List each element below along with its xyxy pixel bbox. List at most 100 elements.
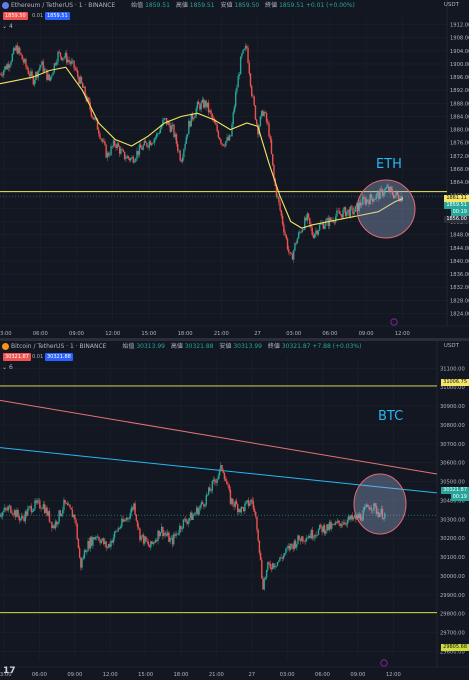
tradingview-logo[interactable]: 17	[3, 666, 16, 676]
y-tick-label: 1876.00	[450, 141, 469, 147]
candle	[292, 545, 294, 550]
candle	[127, 156, 130, 159]
btc-chart-canvas[interactable]: 31100.00 31000.00 30900.00 30800.00 30700.00…	[0, 341, 469, 680]
candle	[362, 197, 364, 205]
candle	[267, 562, 269, 570]
candle	[223, 472, 226, 479]
candle	[72, 514, 75, 518]
candle	[137, 150, 139, 155]
btc-indicators-toggle[interactable]: ⌄ 6	[2, 364, 13, 371]
candle	[311, 529, 314, 539]
candle	[92, 537, 94, 546]
candle	[25, 511, 28, 516]
btc-sell-price-button[interactable]: 30321.87	[3, 353, 31, 361]
clock-icon	[380, 659, 388, 667]
eth-indicators-toggle[interactable]: ⌄ 4	[2, 23, 13, 30]
candle	[378, 512, 380, 517]
candle	[194, 115, 196, 119]
candle	[370, 508, 373, 511]
candle	[87, 541, 89, 552]
candle	[192, 515, 194, 521]
candle	[21, 54, 23, 60]
candle	[341, 214, 343, 218]
candle	[249, 73, 252, 87]
candle	[101, 139, 104, 142]
candle	[185, 136, 188, 144]
candle	[326, 218, 328, 221]
candle	[275, 565, 277, 567]
candle	[196, 101, 199, 109]
candle	[233, 106, 236, 113]
candle	[221, 143, 223, 145]
candle	[216, 124, 218, 132]
candle	[373, 199, 375, 202]
eth-chart-canvas[interactable]: 1912.00 1908.00 1904.00 1900.00 1896.00 1892.…	[0, 0, 469, 338]
candle	[210, 490, 212, 492]
candle	[123, 519, 125, 522]
candle	[364, 506, 367, 508]
x-tick-label: 09:00	[69, 331, 84, 337]
candle	[369, 194, 371, 205]
candle	[240, 506, 242, 513]
y-tick-label: 1844.00	[450, 246, 469, 252]
candle	[329, 522, 332, 529]
candle	[57, 51, 59, 62]
btc-buy-price-button[interactable]: 30321.88	[45, 353, 73, 361]
btc-chart-panel[interactable]: 31100.00 31000.00 30900.00 30800.00 30700.00…	[0, 341, 469, 680]
candle	[201, 502, 204, 504]
candle	[37, 500, 40, 501]
candle	[374, 198, 376, 200]
candle	[235, 501, 238, 505]
candle	[296, 238, 299, 244]
candle	[191, 113, 194, 120]
btc-symbol-title[interactable]: Bitcoin / TetherUS · 1 · BINANCE	[11, 343, 107, 350]
candle	[200, 102, 202, 110]
candle	[300, 231, 302, 233]
eth-currency-label[interactable]: USDT	[443, 2, 459, 8]
candle	[215, 481, 217, 483]
eth-symbol-title[interactable]: Ethereum / TetherUS · 1 · BINANCE	[11, 2, 116, 9]
candle	[64, 52, 67, 58]
candle	[68, 504, 70, 506]
candle	[173, 534, 175, 545]
candle	[106, 547, 109, 549]
candle	[297, 232, 300, 239]
chevron-down-icon: ⌄	[2, 364, 8, 371]
candle	[234, 501, 236, 507]
candle	[22, 516, 24, 518]
clock-icon	[390, 318, 398, 326]
y-tick-label: 30300.00	[440, 517, 465, 523]
candle	[61, 56, 63, 61]
candle	[135, 158, 137, 161]
candle	[217, 475, 220, 479]
candle	[307, 213, 310, 218]
candle	[187, 520, 189, 524]
eth-buy-price-button[interactable]: 1859.51	[45, 12, 70, 20]
eth-chart-panel[interactable]: 1912.00 1908.00 1904.00 1900.00 1896.00 1892.…	[0, 0, 469, 338]
panel-divider[interactable]	[0, 338, 469, 341]
candle	[216, 478, 218, 483]
candle	[11, 512, 13, 515]
candle	[228, 485, 230, 490]
y-tick-label: 30100.00	[440, 555, 465, 561]
candle	[258, 540, 261, 553]
candle	[225, 141, 227, 147]
candle	[212, 479, 215, 482]
candle	[345, 523, 347, 525]
candle	[184, 143, 186, 150]
candle	[369, 508, 372, 510]
btc-currency-label[interactable]: USDT	[443, 343, 459, 349]
candle	[299, 539, 302, 542]
x-tick-label: 12:00	[105, 331, 120, 337]
candle	[80, 557, 82, 568]
candle	[294, 242, 296, 251]
btc-ohlc: 始值 30313.99 高値 30321.88 安値 30313.99 終値 3…	[118, 341, 361, 352]
candle	[397, 194, 400, 200]
candle	[28, 506, 30, 509]
candle	[140, 535, 142, 541]
candle	[384, 188, 386, 194]
candle	[111, 146, 113, 147]
candle	[190, 113, 192, 127]
x-tick-label: 21:00	[209, 672, 224, 678]
eth-sell-price-button[interactable]: 1859.50	[3, 12, 28, 20]
